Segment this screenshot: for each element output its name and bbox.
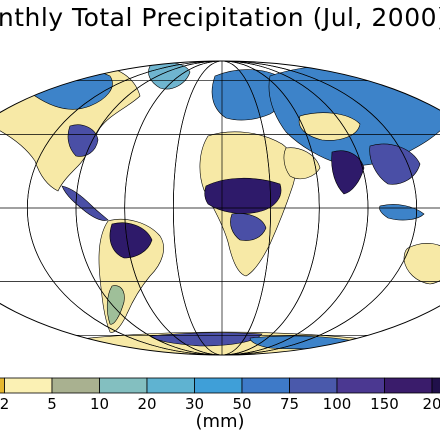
legend-tick-label: 30 xyxy=(185,395,204,413)
land-antarctica-wet xyxy=(149,332,263,347)
legend-tick-label: 20 xyxy=(422,395,440,413)
legend-swatch xyxy=(4,377,53,394)
color-legend: 2 5 10 20 30 50 75 100 150 20 xyxy=(0,377,440,413)
map-title-container: Monthly Total Precipitation (Jul, 2000) xyxy=(0,0,440,36)
legend-tick-label: 20 xyxy=(137,395,156,413)
land-australia xyxy=(403,243,440,285)
legend-tick-label: 2 xyxy=(0,395,9,413)
legend-swatch xyxy=(194,377,243,394)
land-north-america-east xyxy=(67,124,99,157)
map-title: Monthly Total Precipitation (Jul, 2000) xyxy=(0,3,440,32)
legend-swatch xyxy=(0,377,5,394)
legend-swatch xyxy=(431,377,440,394)
legend-tick-label: 75 xyxy=(280,395,299,413)
land-europe xyxy=(211,69,288,121)
world-precipitation-map xyxy=(0,60,440,356)
land-central-africa xyxy=(230,213,267,241)
legend-unit-label: (mm) xyxy=(195,411,245,432)
legend-swatch xyxy=(99,377,148,394)
legend-tick-label: 5 xyxy=(47,395,57,413)
legend-swatches xyxy=(0,377,440,394)
land-arabia xyxy=(283,147,321,180)
legend-swatch xyxy=(384,377,433,394)
legend-tick-label: 10 xyxy=(90,395,109,413)
legend-tick-labels: 2 5 10 20 30 50 75 100 150 20 xyxy=(0,395,440,413)
land-south-america-south xyxy=(106,285,125,325)
legend-tick-label: 150 xyxy=(370,395,399,413)
legend-swatch xyxy=(241,377,290,394)
land-india xyxy=(331,150,365,195)
graticule xyxy=(0,61,440,355)
globe-outline xyxy=(0,60,440,356)
legend-swatch xyxy=(289,377,338,394)
legend-swatch xyxy=(51,377,100,394)
legend-swatch xyxy=(146,377,195,394)
legend-swatch xyxy=(336,377,385,394)
land-southeast-asia xyxy=(369,143,421,185)
land-sahel xyxy=(204,177,282,214)
legend-tick-label: 100 xyxy=(323,395,352,413)
legend-tick-label: 50 xyxy=(232,395,251,413)
land-amazon xyxy=(109,222,153,259)
land-central-america xyxy=(61,185,109,221)
